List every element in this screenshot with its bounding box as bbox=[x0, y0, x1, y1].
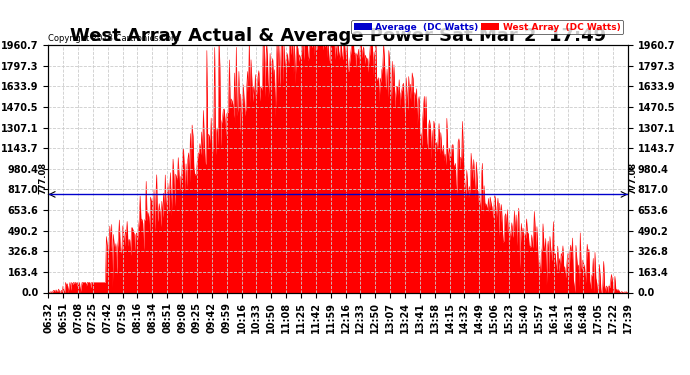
Text: 777.08: 777.08 bbox=[629, 162, 638, 194]
Title: West Array Actual & Average Power Sat Mar 2  17:49: West Array Actual & Average Power Sat Ma… bbox=[70, 27, 606, 45]
Legend: Average  (DC Watts), West Array  (DC Watts): Average (DC Watts), West Array (DC Watts… bbox=[351, 20, 623, 34]
Text: Copyright 2013 Cartronics.com: Copyright 2013 Cartronics.com bbox=[48, 33, 179, 42]
Text: 777.08: 777.08 bbox=[39, 162, 48, 194]
